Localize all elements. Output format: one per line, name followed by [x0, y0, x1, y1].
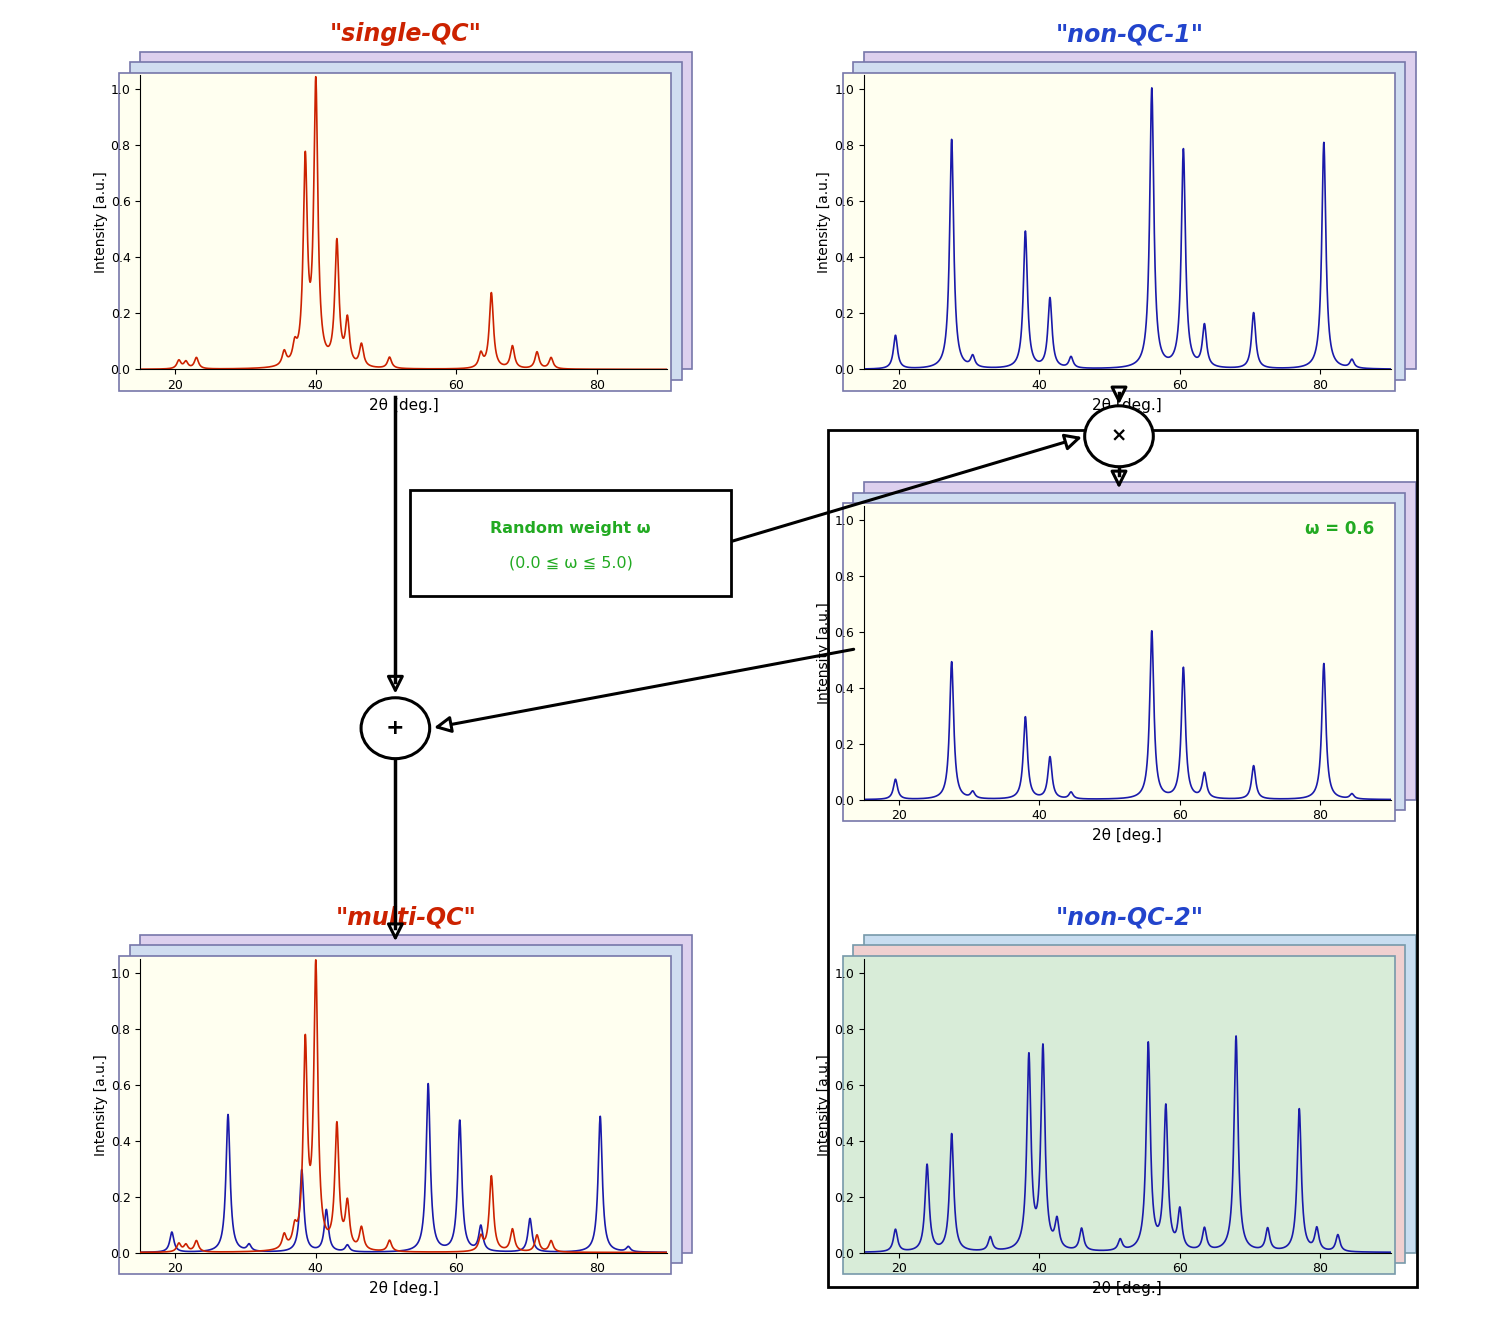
Text: "single-QC": "single-QC" — [330, 23, 482, 46]
X-axis label: 2θ [deg.]: 2θ [deg.] — [1092, 828, 1162, 843]
Text: "non-QC-2": "non-QC-2" — [1055, 906, 1204, 929]
Text: +: + — [386, 718, 404, 739]
Text: (0.0 ≦ ω ≦ 5.0): (0.0 ≦ ω ≦ 5.0) — [509, 556, 633, 571]
X-axis label: 2θ [deg.]: 2θ [deg.] — [1092, 1280, 1162, 1296]
X-axis label: 2θ [deg.]: 2θ [deg.] — [369, 1280, 439, 1296]
X-axis label: 2θ [deg.]: 2θ [deg.] — [1092, 397, 1162, 413]
Text: ω = 0.6: ω = 0.6 — [1306, 520, 1374, 539]
Y-axis label: Intensity [a.u.]: Intensity [a.u.] — [818, 1055, 831, 1156]
FancyBboxPatch shape — [410, 490, 731, 596]
Y-axis label: Intensity [a.u.]: Intensity [a.u.] — [94, 1055, 107, 1156]
Text: "non-QC-1": "non-QC-1" — [1055, 23, 1204, 46]
Circle shape — [1085, 405, 1153, 467]
Text: "multi-QC": "multi-QC" — [336, 906, 476, 929]
Y-axis label: Intensity [a.u.]: Intensity [a.u.] — [94, 172, 107, 273]
X-axis label: 2θ [deg.]: 2θ [deg.] — [369, 397, 439, 413]
Text: Random weight ω: Random weight ω — [491, 522, 651, 536]
Y-axis label: Intensity [a.u.]: Intensity [a.u.] — [818, 172, 831, 273]
Text: ×: × — [1112, 426, 1126, 446]
Circle shape — [361, 698, 430, 759]
Y-axis label: Intensity [a.u.]: Intensity [a.u.] — [818, 602, 831, 703]
